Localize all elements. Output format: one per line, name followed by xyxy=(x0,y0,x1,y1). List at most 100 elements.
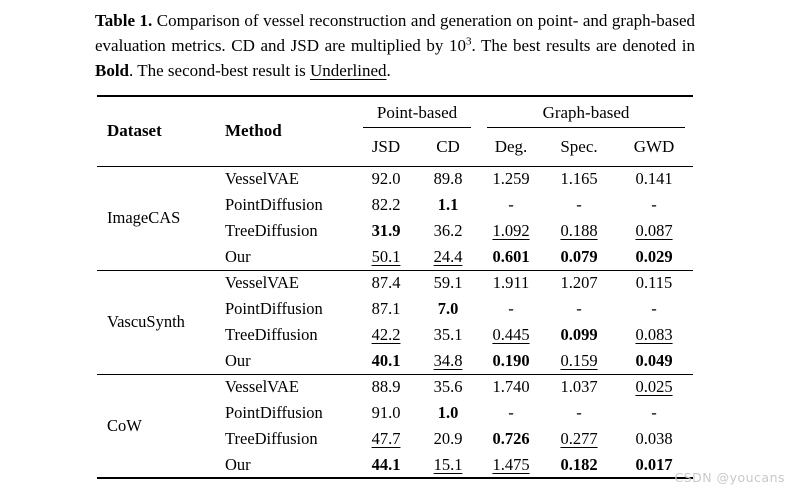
value-cell: 0.277 xyxy=(560,429,598,448)
method-cell: PointDiffusion xyxy=(225,299,323,318)
method-cell: Our xyxy=(225,246,251,266)
value-cell: 36.2 xyxy=(433,221,463,240)
value-cell: - xyxy=(508,299,514,318)
method-cell: Our xyxy=(225,350,251,370)
table-header: Dataset Method Point-based Graph-based J… xyxy=(97,96,693,166)
header-point-based-group: Point-based xyxy=(355,96,479,128)
value-cell: 50.1 xyxy=(371,246,401,266)
value-cell: 15.1 xyxy=(433,454,463,474)
header-graph-based-label: Graph-based xyxy=(487,103,685,128)
value-cell: 31.9 xyxy=(371,221,401,240)
header-metric-jsd: JSD xyxy=(371,136,401,156)
value-cell: - xyxy=(576,195,582,214)
caption-text-3: . The second-best result is xyxy=(129,61,311,80)
header-graph-based-group: Graph-based xyxy=(479,96,693,128)
value-cell: 0.182 xyxy=(560,454,598,474)
value-cell: 44.1 xyxy=(371,454,401,474)
value-cell: 92.0 xyxy=(371,169,401,189)
dataset-group: ImageCAS VesselVAE 92.0 89.8 1.259 1.165 0.141… xyxy=(97,166,693,270)
csdn-watermark: CSDN @youcans xyxy=(674,470,785,485)
value-cell: 89.8 xyxy=(433,169,463,189)
caption-exponent: 3 xyxy=(466,35,472,48)
table-row: ImageCAS VesselVAE 92.0 89.8 1.259 1.165 0.141 xyxy=(97,166,693,227)
value-cell: 0.083 xyxy=(635,325,673,344)
method-cell: TreeDiffusion xyxy=(225,429,318,448)
method-cell: VesselVAE xyxy=(225,169,299,189)
table-caption: Table 1. Comparison of vessel reconstruc… xyxy=(95,8,695,83)
value-cell: 35.1 xyxy=(433,325,463,344)
header-metric-gwd: GWD xyxy=(633,136,675,156)
value-cell: 47.7 xyxy=(371,429,401,448)
value-cell: 1.1 xyxy=(437,195,459,214)
header-metric-cd: CD xyxy=(436,136,460,156)
value-cell: 20.9 xyxy=(433,429,463,448)
table-row: TreeDiffusion 31.9 36.2 1.092 0.188 0.087 xyxy=(97,218,693,244)
dataset-group: CoW VesselVAE 88.9 35.6 1.740 1.037 0.025 Point… xyxy=(97,374,693,478)
value-cell: - xyxy=(576,403,582,422)
header-metric-spec: Spec. xyxy=(560,136,598,156)
value-cell: 0.079 xyxy=(560,246,598,266)
value-cell: 91.0 xyxy=(371,403,401,422)
value-cell: 42.2 xyxy=(371,325,401,344)
header-metric-deg: Deg. xyxy=(494,136,528,156)
method-cell: VesselVAE xyxy=(225,377,299,397)
value-cell: 1.259 xyxy=(492,169,530,189)
table-row: VascuSynth VesselVAE 87.4 59.1 1.911 1.207 0.1… xyxy=(97,270,693,331)
header-method: Method xyxy=(225,121,282,141)
value-cell: 1.207 xyxy=(560,273,598,293)
table-row: TreeDiffusion 42.2 35.1 0.445 0.099 0.083 xyxy=(97,322,693,348)
caption-text-4: . xyxy=(386,61,391,80)
dataset-group: VascuSynth VesselVAE 87.4 59.1 1.911 1.207 0.1… xyxy=(97,270,693,374)
table-row: Our 40.1 34.8 0.190 0.159 0.049 xyxy=(97,348,693,374)
method-cell: TreeDiffusion xyxy=(225,325,318,344)
value-cell: 0.087 xyxy=(635,221,673,240)
value-cell: 0.049 xyxy=(635,350,673,370)
value-cell: 40.1 xyxy=(371,350,401,370)
value-cell: 0.159 xyxy=(560,350,598,370)
value-cell: 0.025 xyxy=(635,377,673,397)
value-cell: 0.099 xyxy=(560,325,598,344)
value-cell: 1.0 xyxy=(437,403,459,422)
header-row-groups: Dataset Method Point-based Graph-based xyxy=(97,96,693,140)
value-cell: 7.0 xyxy=(437,299,459,318)
caption-table-label: Table 1. xyxy=(95,11,153,30)
value-cell: 0.188 xyxy=(560,221,598,240)
method-cell: PointDiffusion xyxy=(225,195,323,214)
value-cell: - xyxy=(651,403,657,422)
dataset-cell: VascuSynth xyxy=(107,312,185,331)
value-cell: 0.445 xyxy=(492,325,530,344)
value-cell: - xyxy=(651,195,657,214)
results-table: Dataset Method Point-based Graph-based J… xyxy=(97,95,693,479)
caption-text-2: . The best results are denoted in xyxy=(471,36,696,55)
value-cell: 82.2 xyxy=(371,195,401,214)
value-cell: 1.037 xyxy=(560,377,598,397)
table-row: CoW VesselVAE 88.9 35.6 1.740 1.037 0.025 xyxy=(97,374,693,435)
header-point-based-label: Point-based xyxy=(363,103,471,128)
header-row-metrics: JSD CD Deg. Spec. GWD xyxy=(97,128,693,166)
method-cell: VesselVAE xyxy=(225,273,299,293)
value-cell: 24.4 xyxy=(433,246,463,266)
method-cell: TreeDiffusion xyxy=(225,221,318,240)
value-cell: 0.017 xyxy=(635,454,673,474)
table-row: Our 44.1 15.1 1.475 0.182 0.017 xyxy=(97,452,693,478)
dataset-cell: CoW xyxy=(107,415,142,435)
value-cell: 87.4 xyxy=(371,273,401,293)
value-cell: 87.1 xyxy=(371,299,401,318)
value-cell: 0.141 xyxy=(635,169,673,189)
table-row: PointDiffusion 91.0 1.0 - - - xyxy=(97,400,693,426)
value-cell: 1.092 xyxy=(492,221,530,240)
table-row: PointDiffusion 82.2 1.1 - - - xyxy=(97,192,693,218)
value-cell: - xyxy=(651,299,657,318)
value-cell: 1.475 xyxy=(492,454,530,474)
value-cell: 1.911 xyxy=(492,273,530,293)
value-cell: 1.740 xyxy=(492,377,530,397)
dataset-cell: ImageCAS xyxy=(107,208,181,227)
value-cell: 88.9 xyxy=(371,377,401,397)
value-cell: - xyxy=(508,403,514,422)
value-cell: 34.8 xyxy=(433,350,463,370)
value-cell: 0.601 xyxy=(492,246,530,266)
value-cell: - xyxy=(508,195,514,214)
value-cell: 35.6 xyxy=(433,377,463,397)
method-cell: PointDiffusion xyxy=(225,403,323,422)
table-row: PointDiffusion 87.1 7.0 - - - xyxy=(97,296,693,322)
